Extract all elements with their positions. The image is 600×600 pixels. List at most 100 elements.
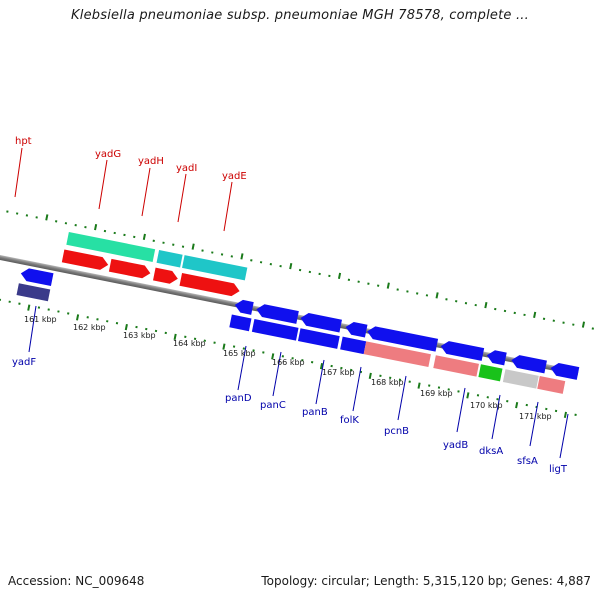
scale-label: 167 kbp: [322, 368, 355, 377]
gene-teal-1[interactable]: [156, 250, 183, 268]
gene-arrow-rev-1[interactable]: [20, 267, 54, 287]
gene-green-1[interactable]: [478, 364, 503, 382]
gene-arrow-fwd-3[interactable]: [108, 258, 152, 280]
leader-yadB: [456, 387, 466, 433]
feature-track-forward-1: [66, 231, 248, 281]
minor-tick: [445, 298, 448, 301]
reverse-tick-row: [0, 298, 577, 418]
gene-mint-1[interactable]: [66, 231, 156, 262]
major-tick: [142, 233, 146, 241]
minor-tick: [349, 368, 353, 372]
minor-tick: [552, 319, 555, 322]
major-tick: [222, 343, 226, 350]
minor-tick: [464, 302, 468, 305]
minor-tick: [486, 396, 489, 399]
gene-label-hpt[interactable]: hpt: [15, 136, 32, 147]
gene-arrow-rev-10[interactable]: [549, 362, 580, 380]
gene-arrow-rev-5[interactable]: [344, 321, 368, 338]
reverse-leader-lines: [28, 305, 569, 459]
scale-label: 164 kbp: [173, 339, 206, 348]
gene-blue-3[interactable]: [297, 328, 340, 349]
minor-tick: [281, 355, 285, 358]
gene-blue-2[interactable]: [251, 319, 299, 341]
feature-track-reverse-2: [16, 283, 566, 394]
minor-tick: [184, 335, 187, 339]
gene-salmon-2[interactable]: [433, 355, 479, 377]
gene-arrow-rev-9[interactable]: [510, 354, 547, 374]
gene-label-dksA[interactable]: dksA: [479, 446, 503, 457]
gene-label-pcnB[interactable]: pcnB: [384, 426, 409, 437]
minor-tick: [84, 225, 87, 229]
minor-tick: [425, 294, 429, 297]
minor-tick: [523, 313, 526, 317]
gene-arrow-rev-6[interactable]: [366, 325, 439, 352]
minor-tick: [525, 403, 528, 407]
minor-tick: [213, 341, 216, 344]
gene-label-panC[interactable]: panC: [260, 400, 286, 411]
gene-label-yadF[interactable]: yadF: [12, 357, 36, 368]
gene-label-yadI[interactable]: yadI: [176, 163, 197, 174]
major-tick: [533, 311, 537, 319]
leader-yadH: [141, 167, 151, 217]
major-tick: [417, 382, 421, 389]
minor-tick: [154, 329, 158, 333]
minor-tick: [242, 347, 246, 350]
gene-blue-4[interactable]: [340, 336, 367, 355]
gene-arrow-fwd-4[interactable]: [153, 267, 179, 285]
minor-tick: [162, 241, 165, 244]
gene-slate-1[interactable]: [16, 283, 51, 302]
gene-salmon-1[interactable]: [363, 341, 431, 368]
minor-tick: [574, 413, 577, 416]
minor-tick: [406, 290, 409, 293]
minor-tick: [447, 388, 450, 391]
minor-tick: [123, 233, 126, 237]
minor-tick: [503, 309, 507, 313]
gene-salmon-3[interactable]: [537, 376, 566, 394]
gene-gray-1[interactable]: [502, 369, 539, 389]
minor-tick: [591, 327, 594, 330]
scale-label: 171 kbp: [519, 412, 552, 421]
major-tick: [319, 362, 324, 370]
gene-label-yadB[interactable]: yadB: [443, 440, 468, 451]
gene-arrow-fwd-5[interactable]: [179, 272, 240, 298]
major-tick: [337, 272, 342, 280]
minor-tick: [408, 380, 411, 383]
gene-arrow-fwd-2[interactable]: [61, 249, 110, 271]
gene-arrow-rev-8[interactable]: [486, 349, 507, 366]
minor-tick: [396, 288, 399, 291]
gene-arrow-rev-2[interactable]: [234, 299, 254, 315]
gene-arrow-rev-3[interactable]: [255, 303, 299, 324]
minor-tick: [6, 210, 9, 213]
minor-tick: [376, 284, 380, 287]
minor-tick: [318, 272, 321, 276]
major-tick: [94, 223, 98, 231]
minor-tick: [269, 263, 273, 266]
gene-teal-2[interactable]: [182, 255, 248, 281]
minor-tick: [250, 259, 253, 262]
minor-tick: [437, 386, 441, 389]
minor-tick: [357, 280, 360, 283]
scale-label: 161 kbp: [24, 315, 57, 324]
gene-label-panB[interactable]: panB: [302, 407, 328, 418]
gene-label-yadH[interactable]: yadH: [138, 156, 164, 167]
gene-arrow-rev-4[interactable]: [299, 312, 342, 333]
scale-labels: 161 kbp 162 kbp 163 kbp 164 kbp 165 kbp …: [24, 315, 552, 421]
minor-tick: [310, 361, 314, 364]
gene-arrow-rev-7[interactable]: [439, 340, 485, 361]
minor-tick: [291, 357, 294, 360]
major-tick: [27, 304, 31, 311]
forward-gene-labels: hpt yadG yadH yadI yadE: [15, 136, 247, 182]
minor-tick: [262, 351, 265, 354]
leader-panC: [272, 351, 282, 397]
gene-label-folK[interactable]: folK: [340, 415, 359, 426]
scale-label: 163 kbp: [123, 331, 156, 340]
gene-blue-1[interactable]: [229, 314, 252, 332]
gene-label-yadG[interactable]: yadG: [95, 149, 121, 160]
gene-label-sfsA[interactable]: sfsA: [517, 456, 538, 467]
minor-tick: [330, 364, 333, 368]
major-tick: [368, 372, 372, 379]
gene-label-yadE[interactable]: yadE: [222, 171, 247, 182]
gene-label-panD[interactable]: panD: [225, 393, 252, 404]
gene-label-ligT[interactable]: ligT: [549, 464, 568, 475]
minor-tick: [308, 270, 312, 274]
